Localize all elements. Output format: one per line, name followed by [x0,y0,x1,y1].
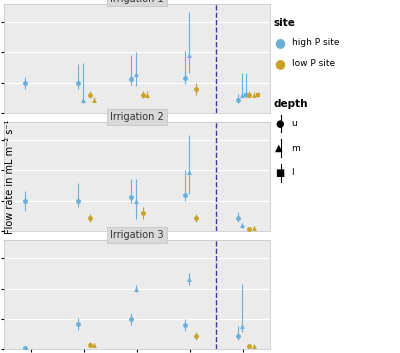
Text: u: u [292,119,297,128]
Text: site: site [274,18,296,28]
Text: ●: ● [274,57,285,70]
Text: Irrigation 1: Irrigation 1 [110,0,164,4]
Text: ▲: ▲ [275,143,283,153]
Text: low P site: low P site [292,59,335,68]
Text: high P site: high P site [292,38,339,47]
Text: l: l [292,168,294,178]
Text: m: m [292,144,300,153]
Text: ■: ■ [275,168,284,178]
Text: ●: ● [274,36,285,49]
Text: Irrigation 3: Irrigation 3 [110,230,164,240]
Text: ●: ● [275,119,284,128]
Text: depth: depth [274,99,308,109]
Text: Irrigation 2: Irrigation 2 [110,112,164,122]
Text: Flow rate in mL m⁻² s⁻¹: Flow rate in mL m⁻² s⁻¹ [5,119,15,234]
